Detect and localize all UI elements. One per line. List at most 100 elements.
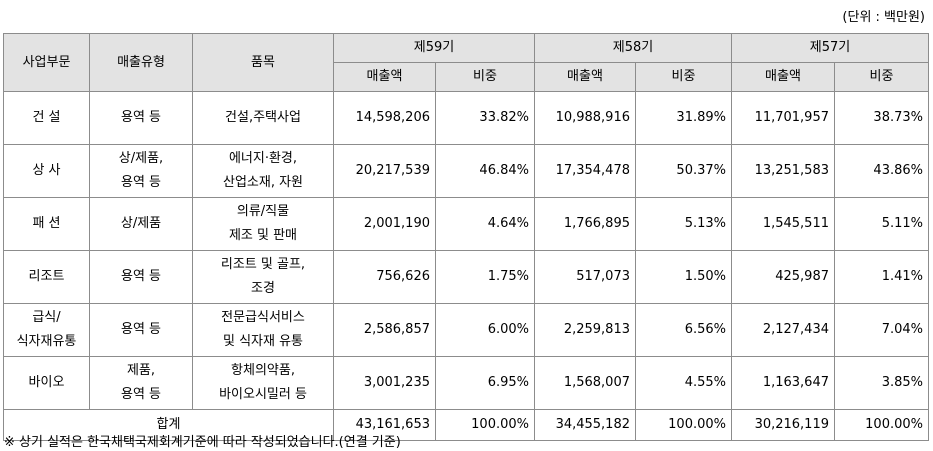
division-cell: 건 설 bbox=[3, 91, 90, 145]
table-footer: 합계 43,161,653 100.00% 34,455,182 100.00%… bbox=[3, 409, 929, 441]
sales-type-cell-line: 상/제품, bbox=[118, 151, 164, 166]
sales-cell-p58: 17,354,478 bbox=[534, 144, 636, 198]
table-row: 상 사 상/제품, 용역 등 에너지·환경, 산업소재, 자원 20,217,539 46.… bbox=[3, 144, 929, 198]
sales-type-cell-line: 용역 등 bbox=[120, 322, 161, 337]
sales-cell-p57: 2,127,434 bbox=[731, 303, 835, 357]
header-row-2: 매출액 비중 매출액 비중 매출액 비중 bbox=[4, 62, 929, 92]
item-cell-line: 제조 및 판매 bbox=[228, 228, 298, 243]
sales-cell-p57: 11,701,957 bbox=[731, 91, 835, 145]
ratio-cell-p59: 6.95% bbox=[435, 356, 535, 410]
header-ratio-59: 비중 bbox=[435, 62, 535, 92]
ratio-cell-p59: 33.82% bbox=[435, 91, 535, 145]
item-cell-line: 건설,주택사업 bbox=[225, 110, 301, 125]
ratio-cell-p57: 43.86% bbox=[834, 144, 929, 198]
sales-type-cell-line: 용역 등 bbox=[120, 175, 161, 190]
table-body: 건 설 용역 등 건설,주택사업 14,598,206 33.82% 10,988,916… bbox=[3, 91, 929, 410]
item-cell-line: 리조트 및 골프, bbox=[220, 257, 306, 272]
sales-type-cell: 제품, 용역 등 bbox=[89, 356, 193, 410]
sales-cell-p59: 756,626 bbox=[333, 250, 436, 304]
ratio-cell-p58: 4.55% bbox=[635, 356, 732, 410]
sales-type-cell-line: 용역 등 bbox=[120, 269, 161, 284]
division-cell-line: 식자재유통 bbox=[16, 334, 77, 349]
division-cell-line: 리조트 bbox=[28, 269, 65, 284]
header-sales-57: 매출액 bbox=[731, 62, 835, 92]
sales-cell-p58: 1,766,895 bbox=[534, 197, 636, 251]
division-cell: 급식/식자재유통 bbox=[3, 303, 90, 357]
sales-cell-p59: 20,217,539 bbox=[333, 144, 436, 198]
total-ratio-58: 100.00% bbox=[635, 409, 732, 441]
sales-type-cell-line: 제품, bbox=[126, 363, 156, 378]
sales-table: 사업부문 매출유형 품목 제59기 제58기 제57기 매출액 비중 매출액 비… bbox=[3, 33, 929, 441]
sales-cell-p57: 13,251,583 bbox=[731, 144, 835, 198]
sales-cell-p58: 517,073 bbox=[534, 250, 636, 304]
ratio-cell-p58: 1.50% bbox=[635, 250, 732, 304]
item-cell-line: 산업소재, 자원 bbox=[222, 175, 304, 190]
header-division: 사업부문 bbox=[3, 33, 90, 92]
sales-type-cell-line: 상/제품 bbox=[120, 216, 162, 231]
header-item: 품목 bbox=[192, 33, 334, 92]
division-cell: 패 션 bbox=[3, 197, 90, 251]
sales-cell-p57: 425,987 bbox=[731, 250, 835, 304]
sales-cell-p58: 10,988,916 bbox=[534, 91, 636, 145]
total-label: 합계 bbox=[3, 409, 334, 441]
total-sales-57: 30,216,119 bbox=[731, 409, 835, 441]
ratio-cell-p59: 46.84% bbox=[435, 144, 535, 198]
total-row: 합계 43,161,653 100.00% 34,455,182 100.00%… bbox=[3, 409, 929, 441]
table-row: 리조트 용역 등 리조트 및 골프, 조경 756,626 1.75% 517,073 1.5… bbox=[3, 250, 929, 304]
item-cell-line: 전문급식서비스 bbox=[221, 310, 305, 325]
sales-cell-p58: 1,568,007 bbox=[534, 356, 636, 410]
ratio-cell-p58: 5.13% bbox=[635, 197, 732, 251]
item-cell-line: 에너지·환경, bbox=[228, 151, 298, 166]
ratio-cell-p59: 4.64% bbox=[435, 197, 535, 251]
total-ratio-57: 100.00% bbox=[834, 409, 929, 441]
ratio-cell-p58: 50.37% bbox=[635, 144, 732, 198]
sales-cell-p57: 1,545,511 bbox=[731, 197, 835, 251]
total-ratio-59: 100.00% bbox=[435, 409, 535, 441]
sales-type-cell-line: 용역 등 bbox=[120, 110, 161, 125]
total-sales-59: 43,161,653 bbox=[333, 409, 436, 441]
header-period-57: 제57기 bbox=[731, 33, 929, 63]
item-cell: 항체의약품, 바이오시밀러 등 bbox=[192, 356, 334, 410]
sales-cell-p59: 3,001,235 bbox=[333, 356, 436, 410]
item-cell-line: 의류/직물 bbox=[236, 204, 290, 219]
header-sales-type: 매출유형 bbox=[89, 33, 193, 92]
header-ratio-58: 비중 bbox=[635, 62, 732, 92]
division-cell: 상 사 bbox=[3, 144, 90, 198]
sales-cell-p59: 2,586,857 bbox=[333, 303, 436, 357]
ratio-cell-p58: 6.56% bbox=[635, 303, 732, 357]
item-cell-line: 바이오시밀러 등 bbox=[219, 387, 307, 402]
table-row: 급식/식자재유통 용역 등 전문급식서비스 및 식자재 유통 2,586,857 6.00… bbox=[3, 303, 929, 357]
sales-cell-p57: 1,163,647 bbox=[731, 356, 835, 410]
sales-cell-p59: 14,598,206 bbox=[333, 91, 436, 145]
header-row-1: 사업부문 매출유형 품목 제59기 제58기 제57기 bbox=[3, 33, 929, 92]
item-cell-line: 항체의약품, bbox=[231, 363, 295, 378]
item-cell: 전문급식서비스 및 식자재 유통 bbox=[192, 303, 334, 357]
division-cell-line: 바이오 bbox=[28, 375, 65, 390]
table-row: 바이오 제품, 용역 등 항체의약품, 바이오시밀러 등 3,001,235 6.95% 1,… bbox=[3, 356, 929, 410]
ratio-cell-p57: 3.85% bbox=[834, 356, 929, 410]
sales-type-cell: 상/제품, 용역 등 bbox=[89, 144, 193, 198]
item-cell-line: 조경 bbox=[251, 281, 275, 296]
ratio-cell-p57: 7.04% bbox=[834, 303, 929, 357]
total-sales-58: 34,455,182 bbox=[534, 409, 636, 441]
sales-cell-p59: 2,001,190 bbox=[333, 197, 436, 251]
ratio-cell-p57: 1.41% bbox=[834, 250, 929, 304]
table-row: 패 션 상/제품 의류/직물 제조 및 판매 2,001,190 4.64% 1,766,8… bbox=[3, 197, 929, 251]
table-row: 건 설 용역 등 건설,주택사업 14,598,206 33.82% 10,988,916… bbox=[3, 91, 929, 145]
division-cell-line: 패 션 bbox=[32, 216, 61, 231]
sales-type-cell: 용역 등 bbox=[89, 250, 193, 304]
ratio-cell-p57: 38.73% bbox=[834, 91, 929, 145]
sales-cell-p58: 2,259,813 bbox=[534, 303, 636, 357]
footnote: ※ 상기 실적은 한국채택국제회계기준에 따라 작성되었습니다.(연결 기준) bbox=[4, 435, 401, 450]
table-header: 사업부문 매출유형 품목 제59기 제58기 제57기 매출액 비중 매출액 비… bbox=[3, 33, 929, 92]
header-ratio-57: 비중 bbox=[834, 62, 929, 92]
header-period-59: 제59기 bbox=[333, 33, 535, 63]
sales-type-cell: 상/제품 bbox=[89, 197, 193, 251]
unit-note: (단위 : 백만원) bbox=[842, 10, 925, 25]
division-cell-line: 급식/ bbox=[32, 310, 61, 325]
division-cell: 리조트 bbox=[3, 250, 90, 304]
item-cell: 리조트 및 골프, 조경 bbox=[192, 250, 334, 304]
item-cell: 건설,주택사업 bbox=[192, 91, 334, 145]
ratio-cell-p59: 6.00% bbox=[435, 303, 535, 357]
